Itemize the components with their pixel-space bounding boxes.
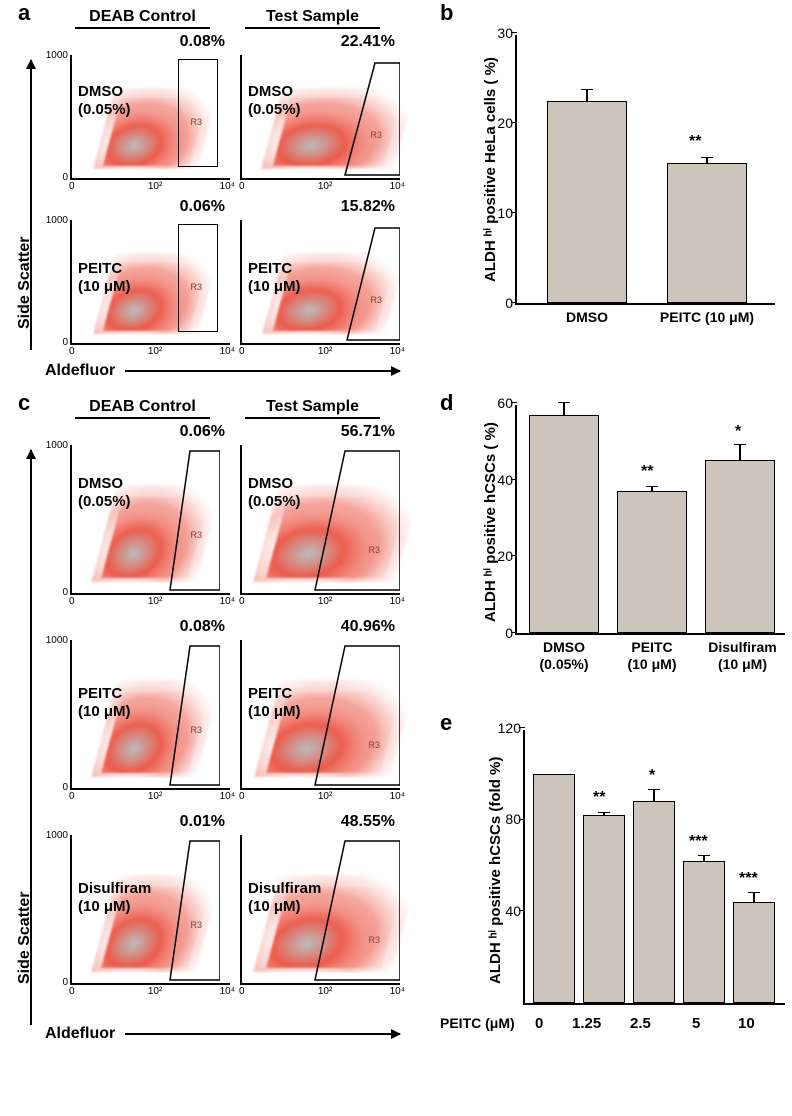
scatter-a-0-0: R3 0.08% DMSO(0.05%) 0 1000 0 10² 10⁴ (70, 55, 230, 180)
y-axis-label-a: Side Scatter (16, 219, 34, 329)
scatter-c-1-1: R3 40.96% PEITC(10 μM) 0 10² 10⁴ (240, 640, 400, 790)
panel-b-label: b (440, 0, 453, 26)
xcat-e-2: 2.5 (630, 1015, 651, 1032)
bar-chart-b: 0 10 20 30 ** DMSO PEITC (10 μM) ALDH ʰⁱ… (475, 35, 775, 340)
xcat-e-3: 5 (692, 1015, 700, 1032)
x-axis-label-a: Aldefluor (45, 362, 115, 380)
scatter-c-1-0: R3 0.08% PEITC(10 μM) 0 1000 0 10² 10⁴ (70, 640, 230, 790)
xcat-e-0: 0 (535, 1015, 543, 1032)
col-header-deab-c: DEAB Control (75, 398, 210, 416)
scatter-a-1-1: R3 15.82% PEITC(10 μM) 0 10² 10⁴ (240, 220, 400, 345)
scatter-c-2-0: R3 0.01% Disulfiram(10 μM) 0 1000 0 10² … (70, 835, 230, 985)
x-axis-label-c: Aldefluor (45, 1025, 115, 1043)
x-axis-arrow-c (125, 1033, 400, 1035)
xcat-e-1: 1.25 (572, 1015, 601, 1032)
col-header-test-c: Test Sample (245, 398, 380, 416)
x-axis-arrow-a (125, 370, 400, 372)
panel-e-label: e (440, 710, 452, 736)
x-axis-prefix-e: PEITC (μM) (440, 1015, 515, 1031)
scatter-c-2-1: R3 48.55% Disulfiram(10 μM) 0 10² 10⁴ (240, 835, 400, 985)
panel-d-label: d (440, 390, 453, 416)
col-header-deab-a: DEAB Control (75, 8, 210, 26)
panel-c-label: c (18, 390, 30, 416)
scatter-c-0-0: R3 0.06% DMSO(0.05%) 0 1000 0 10² 10⁴ (70, 445, 230, 595)
scatter-c-0-1: R3 56.71% DMSO(0.05%) 0 10² 10⁴ (240, 445, 400, 595)
y-axis-label-c: Side Scatter (16, 874, 34, 984)
bar-chart-e: 40 80 120 ** * *** *** ALDH ʰⁱ positive … (475, 730, 785, 1040)
col-header-test-a: Test Sample (245, 8, 380, 26)
scatter-a-0-1: R3 22.41% DMSO(0.05%) 0 10² 10⁴ (240, 55, 400, 180)
scatter-a-1-0: R3 0.06% PEITC(10 μM) 0 1000 0 10² 10⁴ (70, 220, 230, 345)
xcat-e-4: 10 (738, 1015, 755, 1032)
bar-chart-d: 0 20 40 60 ** * DMSO(0.05%) PEITC(10 μM)… (475, 405, 785, 685)
panel-a-label: a (18, 0, 30, 26)
